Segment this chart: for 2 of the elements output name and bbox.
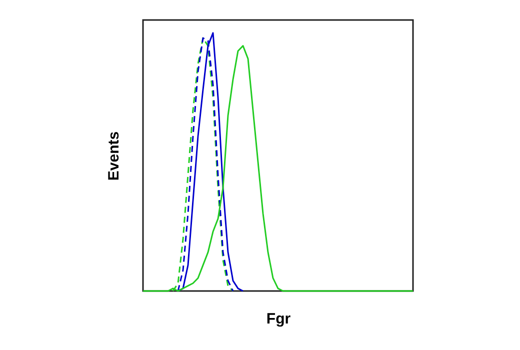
x-axis-title: Fgr — [266, 310, 291, 328]
y-axis-title: Events — [106, 131, 122, 181]
